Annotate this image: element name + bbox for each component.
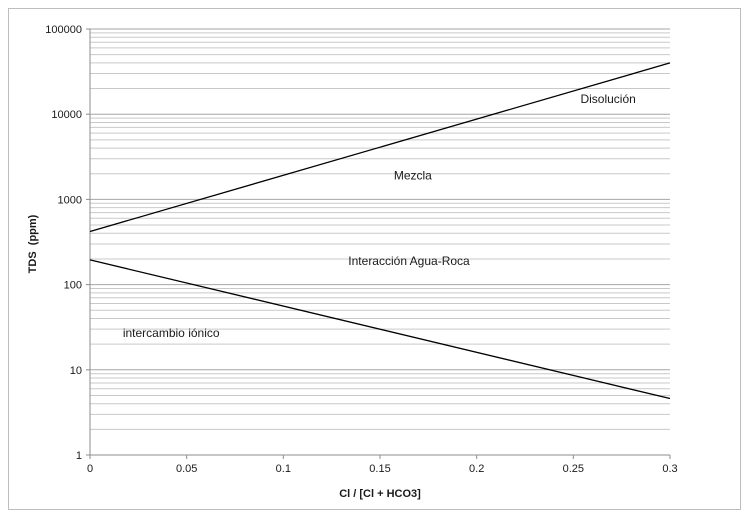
y-tick-label: 100000: [45, 24, 82, 36]
series-line-1: [89, 62, 671, 233]
y-tick-label: 10: [70, 365, 82, 377]
annotations: Disolución Mezcla Interacción Agua-Roca int…: [123, 92, 636, 340]
region-label-1: Disolución: [580, 92, 635, 106]
x-tick-label: 0: [87, 463, 93, 475]
chart-frame: [8, 8, 741, 510]
x-tick-label: 0.25: [563, 463, 584, 475]
x-tick-label: 0.15: [369, 463, 390, 475]
x-tick-label: 0.3: [662, 463, 677, 475]
y-axis-title: TDS (ppm): [27, 214, 39, 273]
y-tick-label: 100: [64, 280, 82, 292]
series-line-2: [89, 259, 671, 400]
x-tick-label: 0.1: [276, 463, 291, 475]
x-tick-label: 0.05: [176, 463, 197, 475]
series: [89, 62, 671, 400]
tick-labels: 1 10 100 1000 10000 100000 0 0.05 0.1 0.15 0.2 0.25…: [45, 24, 677, 475]
axes: [86, 28, 671, 459]
region-label-2: Mezcla: [394, 169, 432, 183]
region-label-4: intercambio iónico: [123, 326, 220, 340]
y-tick-label: 1000: [58, 194, 82, 206]
y-tick-label: 1: [76, 450, 82, 462]
x-axis-title: Cl / [Cl + HCO3]: [339, 488, 421, 500]
region-label-3: Interacción Agua-Roca: [348, 254, 470, 268]
gridlines: [90, 28, 670, 456]
x-tick-label: 0.2: [469, 463, 484, 475]
y-tick-label: 10000: [51, 109, 82, 121]
